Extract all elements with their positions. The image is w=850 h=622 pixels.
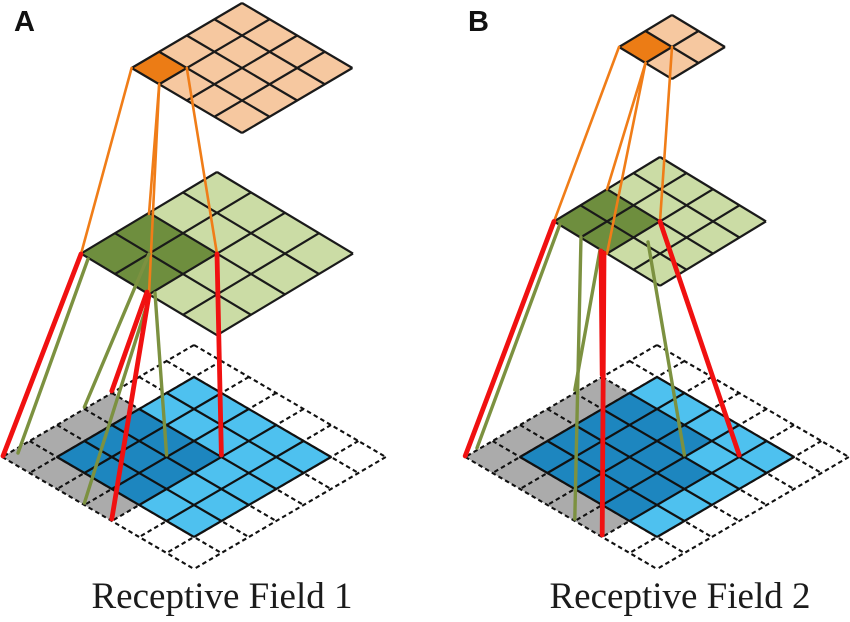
grid-line (629, 440, 768, 522)
panel-a-label: A (14, 6, 35, 38)
kernel-line-red (109, 292, 152, 522)
connection-lines-a (0, 66, 224, 522)
grid-line (138, 408, 277, 490)
grid-line (656, 344, 850, 458)
grid-line (213, 50, 326, 118)
receptive-field-edge-cells (57, 409, 112, 441)
grid-line (241, 67, 353, 134)
grid-line (186, 34, 298, 102)
grid-line (579, 172, 688, 239)
kernel-line-red (462, 218, 557, 459)
kernel-line-red (599, 250, 607, 538)
grid-line (158, 18, 271, 86)
kernel-line-orange (658, 45, 674, 223)
grid-line (1, 456, 195, 570)
kernel-line-olive (16, 257, 90, 455)
receptive-field-core-cells (57, 441, 112, 473)
highlighted-input-region (56, 376, 332, 538)
grid-line (138, 424, 277, 506)
panel-b (462, 14, 850, 570)
grid-line (464, 344, 658, 458)
grid-line (111, 424, 250, 506)
grid-line (56, 456, 195, 538)
grid-line (601, 408, 740, 490)
panel-b-label: B (468, 6, 489, 38)
kernel-line-olive (82, 252, 151, 409)
grid-line (166, 392, 305, 474)
kernel-line-red (109, 289, 150, 394)
kernel-line-red (657, 218, 742, 458)
panel-a (0, 2, 387, 570)
kernel-line-orange (147, 83, 161, 296)
kernel-line-orange (185, 66, 219, 256)
caption-receptive-field-1: Receptive Field 1 (91, 576, 353, 617)
grid-line (574, 408, 713, 490)
kernel-line-orange (79, 66, 133, 256)
kernel-line-orange (605, 61, 647, 255)
grid-line (193, 344, 387, 458)
grid-line (629, 392, 768, 474)
grid-line (111, 408, 250, 490)
output-grid-a (131, 2, 353, 134)
grid-line (166, 440, 305, 522)
grid-line (193, 456, 387, 570)
grid-line (216, 252, 354, 337)
kernel-line-olive (573, 235, 583, 521)
grid-line (656, 456, 850, 570)
kernel-line-olive (153, 291, 169, 457)
caption-receptive-field-2: Receptive Field 2 (549, 576, 811, 617)
grid-line (519, 456, 658, 538)
highlighted-input-region (519, 376, 795, 538)
grid-line (1, 344, 195, 458)
grid-line (464, 456, 658, 570)
kernel-line-red (214, 251, 224, 458)
grid-line (83, 392, 222, 474)
grid-line (131, 2, 243, 69)
kernel-line-olive (475, 222, 562, 450)
kernel-line-orange (552, 45, 621, 223)
grid-line (618, 14, 673, 48)
grid-line (671, 46, 726, 80)
kernel-line-olive (82, 293, 152, 505)
grid-line (114, 191, 252, 275)
grid-line (574, 424, 713, 506)
connection-lines-b (462, 45, 742, 538)
receptive-field-edge-cells (57, 473, 112, 505)
input-grid-a (1, 344, 387, 570)
grid-line (656, 456, 795, 538)
grid-line (56, 376, 195, 458)
grid-line (193, 376, 332, 458)
grid-line (182, 232, 320, 316)
kernel-line-olive (646, 240, 687, 457)
input-grid-b (464, 344, 850, 570)
grid-line (519, 376, 658, 458)
grid-line (601, 424, 740, 506)
grid-line (546, 440, 685, 522)
grid-line (193, 456, 332, 538)
grid-line (546, 392, 685, 474)
kernel-line-red (0, 251, 84, 459)
grid-line (83, 440, 222, 522)
kernel-line-orange (605, 61, 647, 191)
